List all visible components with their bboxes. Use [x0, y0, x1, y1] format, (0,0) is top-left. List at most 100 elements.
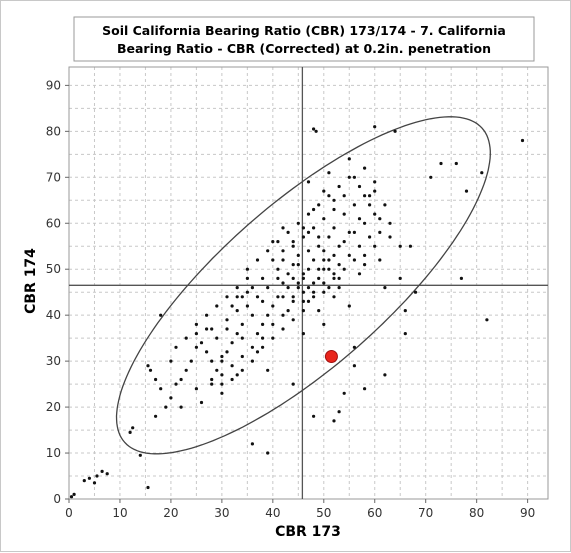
- data-point: [378, 217, 382, 221]
- data-point: [312, 281, 316, 285]
- data-point: [327, 235, 331, 239]
- y-tick-label: 80: [46, 124, 61, 138]
- data-point: [322, 281, 326, 285]
- data-point: [373, 244, 377, 248]
- data-point: [194, 387, 198, 391]
- data-point: [148, 368, 153, 372]
- y-axis-title: CBR 174: [23, 248, 39, 314]
- data-point: [276, 295, 280, 299]
- y-tick-label: 60: [46, 216, 61, 230]
- data-point: [388, 235, 392, 239]
- x-tick-label: 90: [520, 506, 535, 520]
- data-point: [306, 212, 311, 216]
- data-point: [373, 180, 377, 184]
- data-point: [342, 212, 346, 216]
- data-point: [306, 286, 311, 290]
- data-point: [266, 368, 270, 372]
- data-point: [332, 226, 336, 230]
- data-point: [347, 175, 351, 179]
- data-point: [301, 226, 305, 230]
- data-point: [403, 309, 407, 313]
- data-point: [281, 281, 285, 285]
- data-point: [337, 184, 341, 189]
- title-box: [73, 16, 535, 62]
- data-point: [291, 240, 295, 244]
- data-point: [215, 336, 219, 340]
- data-point: [439, 161, 443, 166]
- data-point: [266, 286, 270, 290]
- data-point: [240, 354, 244, 359]
- data-point: [87, 476, 91, 480]
- data-point: [301, 235, 305, 239]
- data-point: [266, 313, 270, 317]
- data-point: [403, 332, 407, 336]
- data-point: [322, 290, 326, 294]
- axis-ticks: 0 10 20 30 40 50 60 70 80 90 0 10 20 30 40 50 60 70 80 90: [46, 78, 536, 520]
- data-point: [306, 267, 311, 271]
- data-point: [301, 276, 305, 280]
- data-point: [255, 295, 260, 299]
- data-point: [312, 127, 316, 131]
- data-point: [291, 295, 295, 299]
- data-point: [317, 267, 321, 271]
- x-tick-label: 20: [163, 506, 178, 520]
- data-point: [314, 129, 318, 133]
- data-point: [281, 258, 285, 262]
- data-point: [210, 359, 214, 363]
- data-point: [154, 377, 158, 382]
- data-point: [332, 272, 336, 276]
- y-tick-label: 90: [46, 78, 61, 92]
- data-point: [281, 327, 285, 331]
- data-point: [286, 272, 290, 276]
- data-point: [286, 230, 290, 234]
- data-point: [250, 442, 254, 446]
- data-point: [322, 258, 326, 262]
- data-point: [245, 304, 249, 308]
- data-point: [296, 221, 300, 225]
- data-point: [363, 166, 367, 170]
- data-point: [332, 419, 336, 423]
- y-tick-label: 10: [46, 446, 61, 460]
- highlighted-point: [324, 350, 338, 364]
- data-point: [408, 244, 412, 248]
- data-point: [240, 336, 244, 340]
- confidence-ellipse: [115, 116, 491, 455]
- data-point: [95, 474, 99, 478]
- data-point: [332, 295, 336, 299]
- data-point: [250, 313, 254, 317]
- x-tick-label: 80: [469, 506, 484, 520]
- data-point: [398, 276, 402, 280]
- data-point: [271, 336, 275, 340]
- data-point: [245, 267, 249, 271]
- data-point: [199, 400, 204, 405]
- data-point: [352, 345, 356, 349]
- data-point: [301, 332, 305, 336]
- data-point: [220, 382, 224, 386]
- data-point: [159, 313, 163, 317]
- data-point: [363, 221, 367, 225]
- data-point: [266, 249, 270, 253]
- data-point: [199, 341, 204, 345]
- data-point: [342, 194, 346, 198]
- data-point: [179, 405, 183, 409]
- data-point: [100, 469, 104, 473]
- data-point: [306, 180, 311, 184]
- x-tick-label: 40: [265, 506, 280, 520]
- y-tick-label: 30: [46, 354, 61, 368]
- data-point: [146, 485, 150, 490]
- data-point: [413, 290, 418, 294]
- data-point: [373, 189, 377, 193]
- data-point: [342, 267, 346, 271]
- data-point: [194, 345, 198, 349]
- data-point: [131, 426, 135, 430]
- data-point: [306, 230, 311, 234]
- data-point: [363, 263, 367, 267]
- data-point: [301, 272, 305, 276]
- data-point: [480, 171, 484, 175]
- data-point: [393, 129, 397, 133]
- data-point: [281, 249, 285, 253]
- data-point: [322, 189, 326, 193]
- data-point: [317, 276, 321, 280]
- data-point: [429, 175, 433, 179]
